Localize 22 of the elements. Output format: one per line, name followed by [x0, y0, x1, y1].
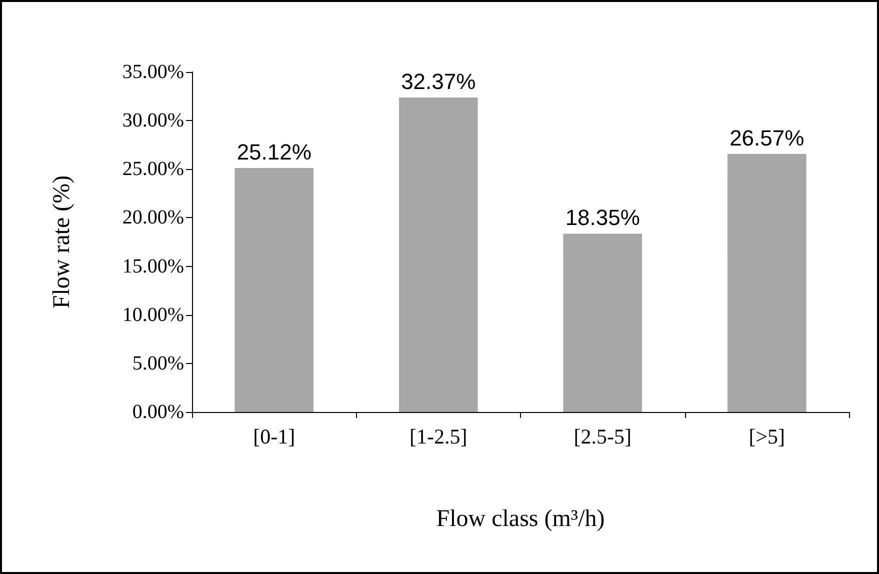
- y-tick-label: 10.00%: [122, 304, 184, 326]
- bar: [563, 234, 642, 412]
- data-label: 32.37%: [401, 69, 476, 94]
- y-tick-label: 15.00%: [122, 255, 184, 278]
- y-tick-label: 25.00%: [122, 158, 184, 180]
- data-label: 25.12%: [236, 139, 312, 164]
- y-tick-label: 30.00%: [122, 110, 184, 132]
- y-axis-title: Flow rate (%): [49, 175, 75, 309]
- x-tick-label: [1-2.5]: [410, 424, 468, 448]
- data-label: 26.57%: [730, 125, 804, 150]
- bar: [398, 98, 478, 412]
- x-axis-title: Flow class (m³/h): [436, 506, 605, 532]
- y-tick-label: 35.00%: [122, 61, 184, 83]
- bar: [727, 154, 806, 412]
- bar: [234, 168, 314, 412]
- y-tick-label: 0.00%: [132, 401, 184, 423]
- x-tick-label: [0-1]: [253, 424, 296, 448]
- data-label: 18.35%: [565, 205, 640, 230]
- y-tick-label: 20.00%: [122, 206, 184, 229]
- x-tick-label: [>5]: [748, 424, 786, 448]
- x-tick-label: [2.5-5]: [574, 424, 632, 448]
- y-tick-label: 5.00%: [132, 352, 184, 374]
